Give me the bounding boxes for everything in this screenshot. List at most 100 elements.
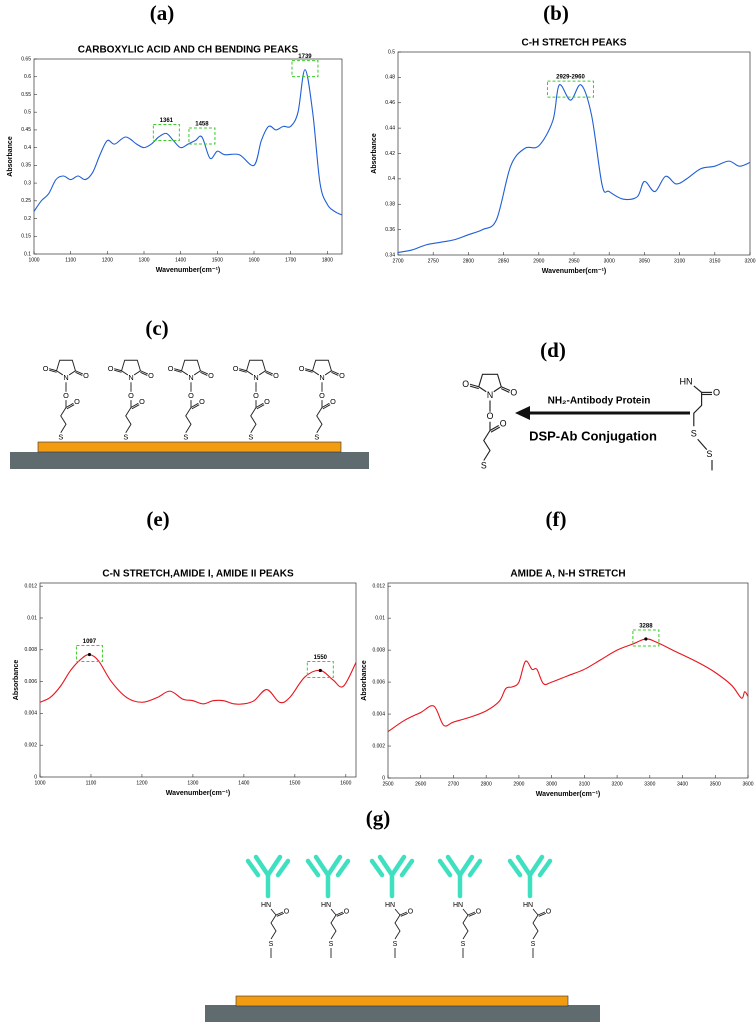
atom-label: S [269,941,274,948]
y-tick-label: 0 [382,775,385,781]
panel-label: (b) [543,1,569,25]
antibody-light-chain [467,858,483,878]
bond [131,404,140,410]
bond [276,912,284,917]
spectrum-line [33,69,343,216]
y-tick-label: 0.36 [385,227,395,233]
peak-dot [318,668,322,673]
gold-layer [37,441,342,453]
antibody: HN O S [507,854,553,958]
y-tick-label: 0.01 [375,615,385,621]
bond [693,385,703,427]
panel-label: (c) [145,316,168,340]
atom-label: S [706,449,712,459]
atom-label: O [168,364,174,373]
antibody-light-chain [369,858,385,878]
peak-box [632,629,660,647]
atom-label: O [63,391,69,400]
y-tick-label: 0.38 [385,202,395,208]
atom-label: O [487,411,494,421]
bond [200,370,208,375]
x-axis-label: Wavenumber(cm⁻¹) [156,267,221,274]
peak-label: 1550 [314,655,328,661]
bond [239,369,247,373]
panel-label: (d) [540,338,566,362]
panel-label: (f) [546,507,567,531]
y-tick-label: 0.4 [388,176,395,182]
atom-label: O [43,364,49,373]
bond [250,400,257,433]
y-tick-label: 0.46 [385,100,395,106]
peak-box [546,80,594,98]
antibody: HN O S [245,854,291,958]
bond [501,386,511,392]
peak-box [188,127,216,145]
bond [49,368,57,372]
x-tick-label: 2950 [568,258,579,264]
bond [305,369,313,373]
x-tick-label: 1800 [322,257,333,263]
x-tick-label: 3000 [546,781,557,787]
antibody-heavy-chain [253,854,283,880]
x-tick-label: 1600 [340,780,351,786]
peak-box [152,123,180,141]
x-tick-label: 1000 [34,780,45,786]
y-tick-label: 0.006 [372,679,385,685]
x-tick-label: 1500 [212,257,223,263]
antibody: HN O S [437,854,483,958]
peak-label: 2929-2960 [556,75,585,81]
bond [400,912,408,917]
x-tick-label: 3500 [710,781,721,787]
bond [478,373,502,393]
y-tick-label: 0.44 [385,125,395,131]
bond [462,908,469,940]
spectrum-line [397,84,751,254]
atom-label: O [273,371,279,380]
peak-label: 1458 [195,122,209,128]
reaction-label: DSP-Ab Conjugation [529,428,657,443]
bond [697,438,708,450]
atom-label: O [344,908,350,915]
bond [489,425,500,431]
spectrum-line [387,638,749,733]
bond [174,369,182,373]
atom-label: S [314,432,319,441]
atom-label: S [123,432,128,441]
atom-label: O [108,364,114,373]
y-tick-label: 0.4 [24,145,31,151]
panel-label: (g) [366,806,391,830]
atom-label: O [139,397,145,406]
y-tick-label: 0.2 [24,216,31,222]
y-tick-label: 0.55 [21,92,31,98]
atom-label: N [188,373,193,382]
peak-box [75,645,103,663]
bond [114,368,122,372]
x-tick-label: 2900 [513,781,524,787]
atom-label: S [691,428,697,438]
y-tick-label: 0.5 [388,49,395,55]
atom-label: S [461,941,466,948]
x-tick-label: 3600 [742,781,753,787]
antibody-light-chain [537,858,553,878]
atom-label: O [500,419,507,429]
y-tick-label: 0.25 [21,198,31,204]
bond [125,400,132,433]
bond [394,908,401,940]
bond [265,371,273,376]
y-tick-label: 0.008 [24,647,37,653]
bond [322,404,331,410]
atom-label: S [58,432,63,441]
x-tick-label: 3000 [604,258,615,264]
bond [66,404,75,410]
peak-box [306,660,334,678]
atom-label: O [339,371,345,380]
atom-label: O [408,908,414,915]
bond [336,912,344,917]
bond [75,370,83,375]
antibody-heavy-chain [515,854,545,880]
y-tick-label: 0.65 [21,56,31,62]
x-tick-label: 3200 [744,258,755,264]
spectrum-line [39,654,357,705]
y-tick-label: 0.004 [372,711,385,717]
